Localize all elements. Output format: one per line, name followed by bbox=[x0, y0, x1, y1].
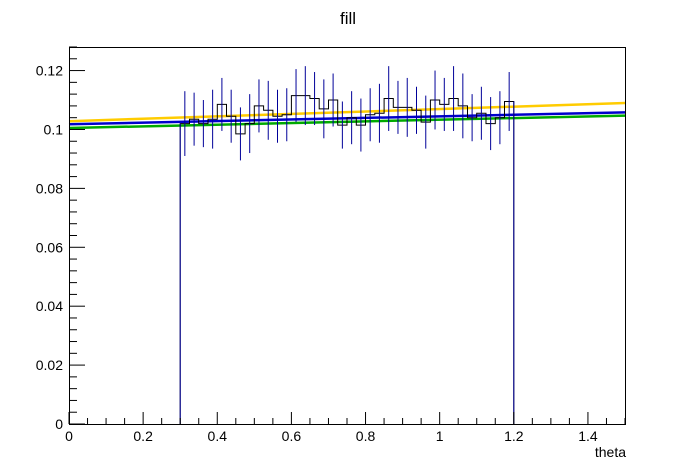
x-tick-label: 1 bbox=[436, 428, 444, 444]
x-tick-label: 1.4 bbox=[578, 428, 598, 444]
y-tick-label: 0 bbox=[55, 416, 63, 432]
y-tick-label: 0.06 bbox=[36, 239, 63, 255]
x-tick-label: 0.2 bbox=[133, 428, 153, 444]
y-tick-label: 0.08 bbox=[36, 180, 63, 196]
axes: 0 0.2 0.4 0.6 0.8 1 1.2 1.4 0 0.02 0.04 0.06 0.08 0.1… bbox=[36, 46, 626, 444]
x-tick-label: 0 bbox=[65, 428, 73, 444]
data-layer bbox=[68, 66, 626, 424]
y-tick-label: 0.02 bbox=[36, 357, 63, 373]
x-tick-label: 0.6 bbox=[282, 428, 302, 444]
x-tick-label: 1.2 bbox=[504, 428, 524, 444]
x-tick-label: 0.8 bbox=[356, 428, 376, 444]
series-line-1 bbox=[68, 101, 626, 123]
chart-title: fill bbox=[340, 9, 356, 28]
y-tick-label: 0.04 bbox=[36, 298, 63, 314]
histogram-outline bbox=[179, 95, 515, 424]
x-axis-label: theta bbox=[595, 444, 626, 460]
y-tick-label: 0.12 bbox=[36, 63, 63, 79]
y-tick-label: 0.1 bbox=[44, 121, 64, 137]
x-tick-label: 0.4 bbox=[208, 428, 228, 444]
